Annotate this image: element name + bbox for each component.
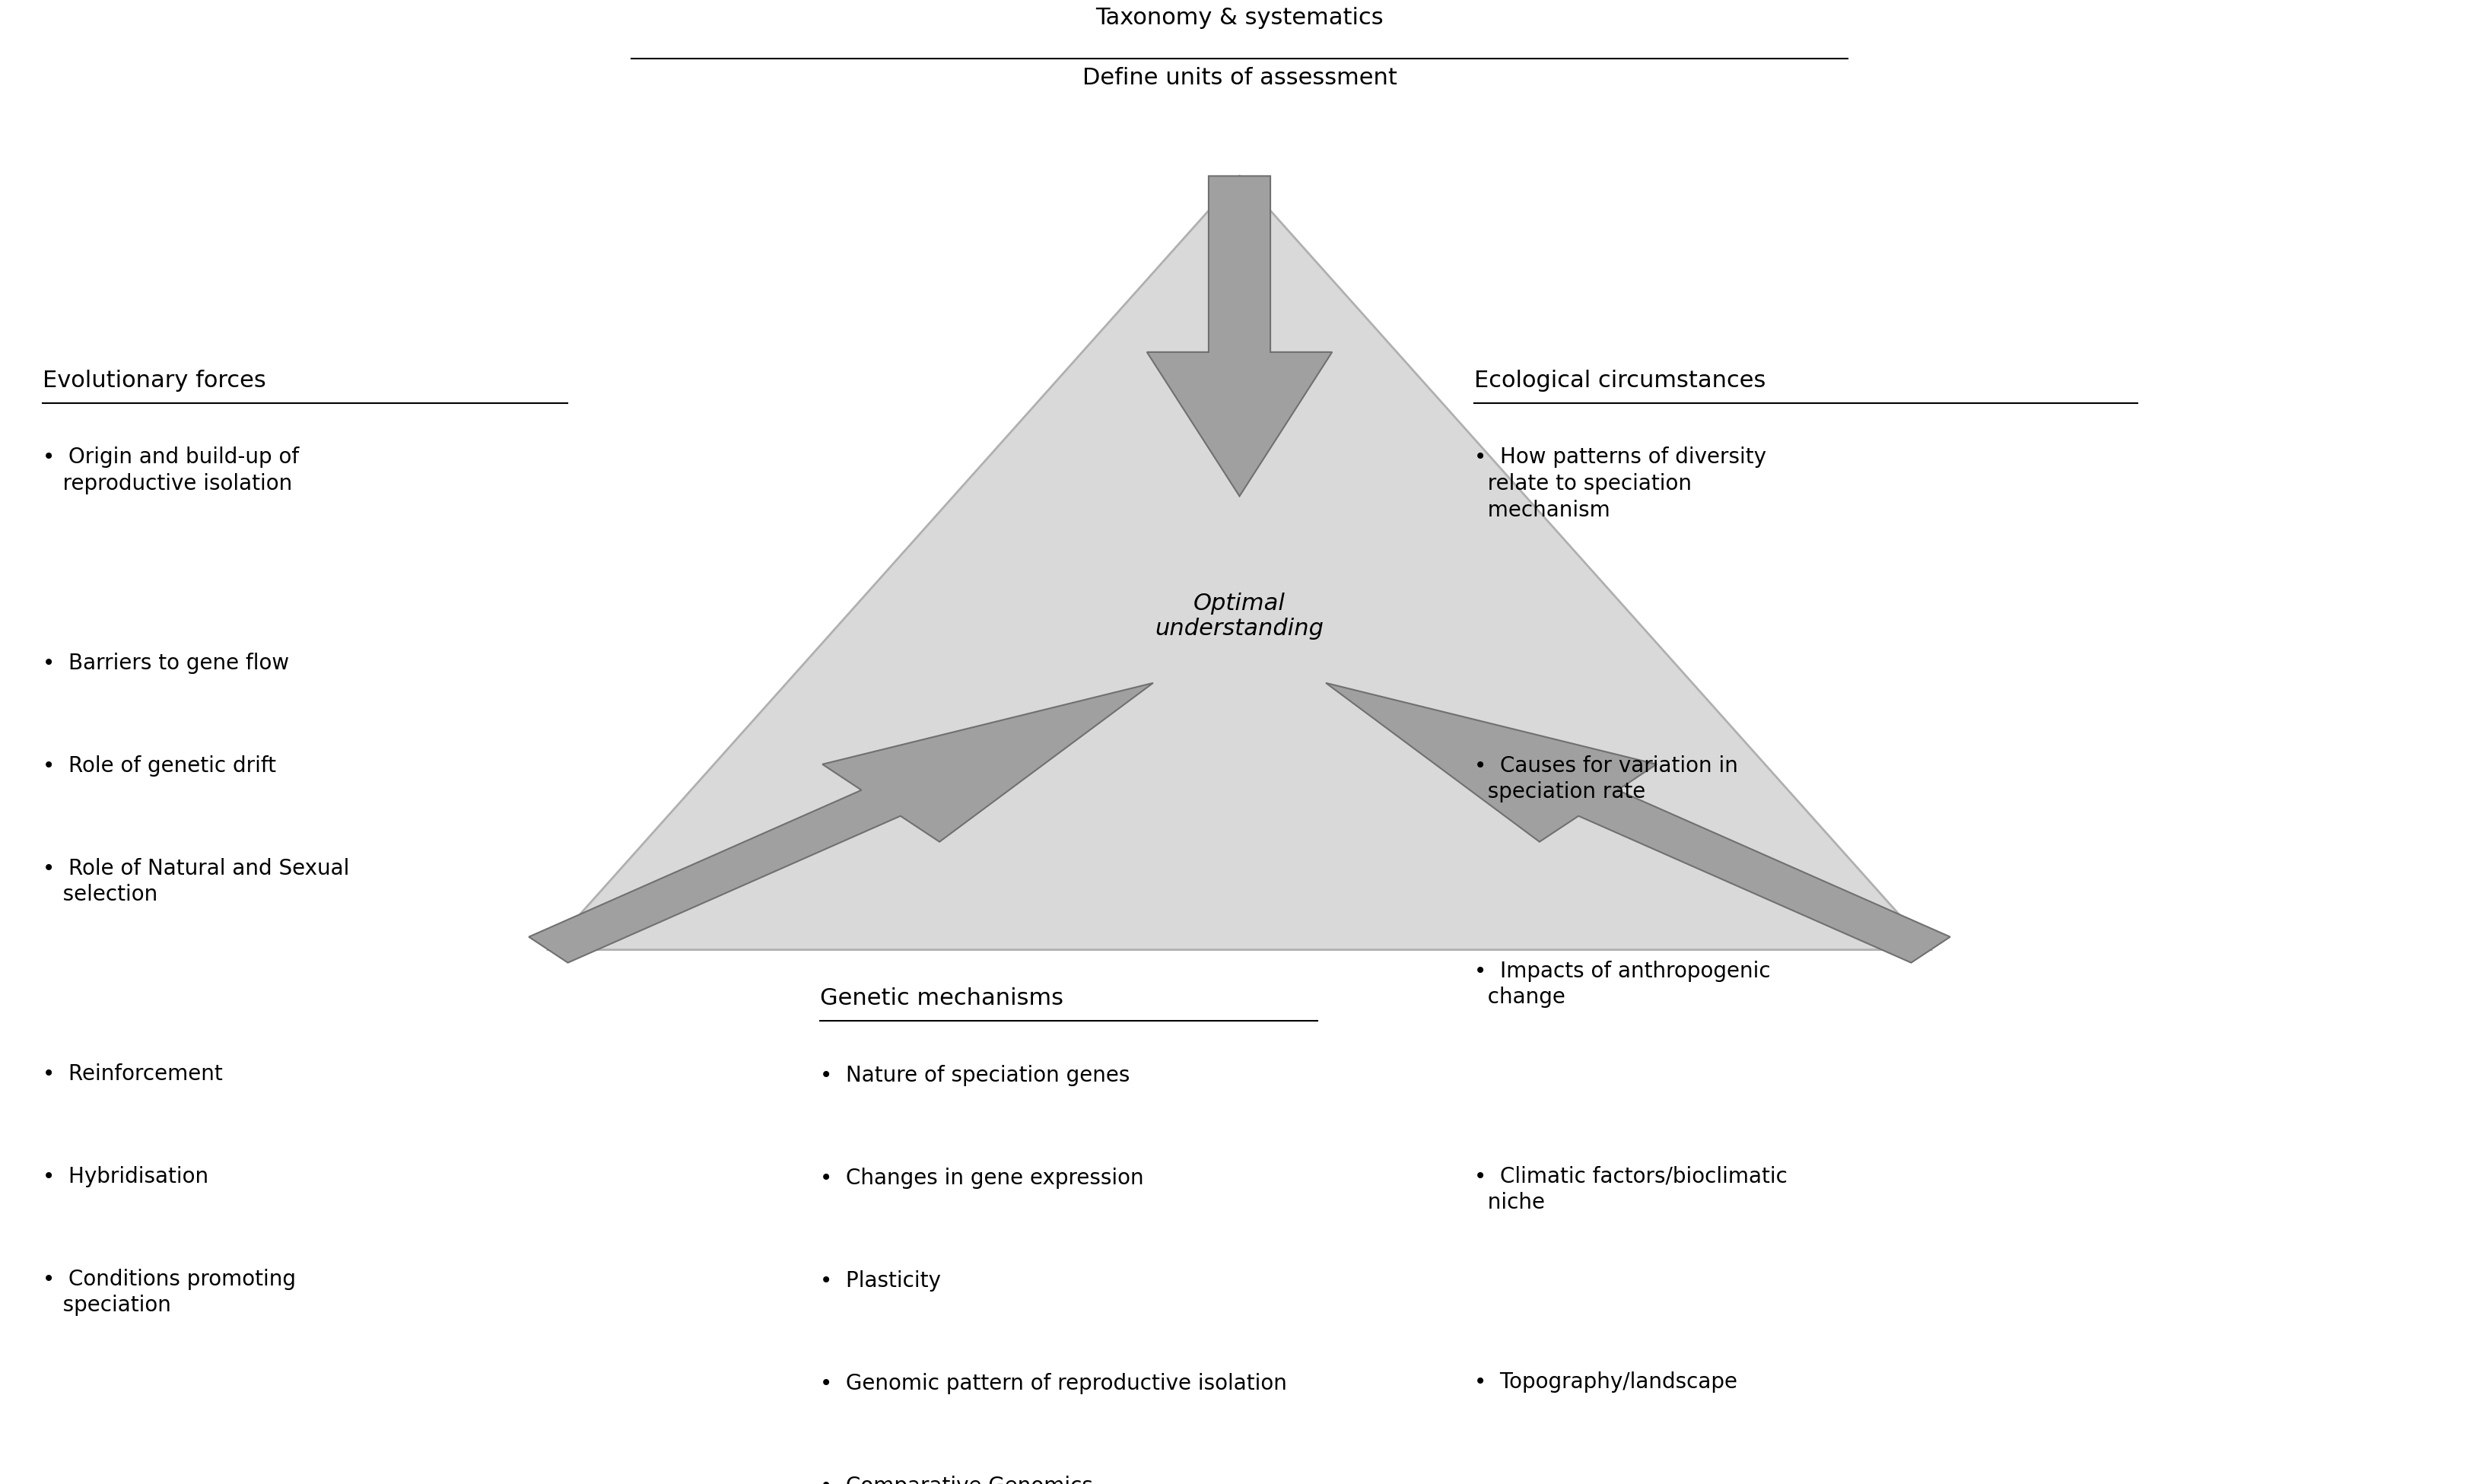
Text: •  Climatic factors/bioclimatic
  niche: • Climatic factors/bioclimatic niche bbox=[1475, 1166, 1787, 1214]
Text: Evolutionary forces: Evolutionary forces bbox=[42, 370, 265, 392]
Text: •  How patterns of diversity
  relate to speciation
  mechanism: • How patterns of diversity relate to sp… bbox=[1475, 447, 1765, 521]
Text: •  Origin and build-up of
   reproductive isolation: • Origin and build-up of reproductive is… bbox=[42, 447, 300, 494]
Polygon shape bbox=[528, 683, 1153, 963]
Text: •  Hybridisation: • Hybridisation bbox=[42, 1166, 208, 1187]
Text: •  Comparative Genomics: • Comparative Genomics bbox=[821, 1475, 1093, 1484]
Text: Optimal
understanding: Optimal understanding bbox=[1155, 592, 1324, 640]
Text: •  Causes for variation in
  speciation rate: • Causes for variation in speciation rat… bbox=[1475, 755, 1738, 803]
Text: •  Barriers to gene flow: • Barriers to gene flow bbox=[42, 653, 290, 674]
Text: •  Nature of speciation genes: • Nature of speciation genes bbox=[821, 1064, 1130, 1086]
Polygon shape bbox=[548, 177, 1931, 950]
Text: •  Genomic pattern of reproductive isolation: • Genomic pattern of reproductive isolat… bbox=[821, 1373, 1287, 1393]
Text: •  Impacts of anthropogenic
  change: • Impacts of anthropogenic change bbox=[1475, 960, 1770, 1008]
Text: •  Conditions promoting
   speciation: • Conditions promoting speciation bbox=[42, 1269, 295, 1316]
Text: •  Reinforcement: • Reinforcement bbox=[42, 1063, 223, 1085]
Text: Taxonomy & systematics: Taxonomy & systematics bbox=[1096, 7, 1383, 30]
Text: Genetic mechanisms: Genetic mechanisms bbox=[821, 987, 1063, 1009]
Text: •  Topography/landscape: • Topography/landscape bbox=[1475, 1371, 1738, 1392]
Polygon shape bbox=[1326, 683, 1951, 963]
Polygon shape bbox=[1148, 177, 1331, 496]
Text: •  Plasticity: • Plasticity bbox=[821, 1270, 940, 1291]
Text: •  Role of genetic drift: • Role of genetic drift bbox=[42, 755, 275, 776]
Text: •  Changes in gene expression: • Changes in gene expression bbox=[821, 1168, 1143, 1189]
Text: Define units of assessment: Define units of assessment bbox=[1083, 67, 1396, 89]
Text: •  Role of Natural and Sexual
   selection: • Role of Natural and Sexual selection bbox=[42, 858, 350, 905]
Text: Ecological circumstances: Ecological circumstances bbox=[1475, 370, 1765, 392]
